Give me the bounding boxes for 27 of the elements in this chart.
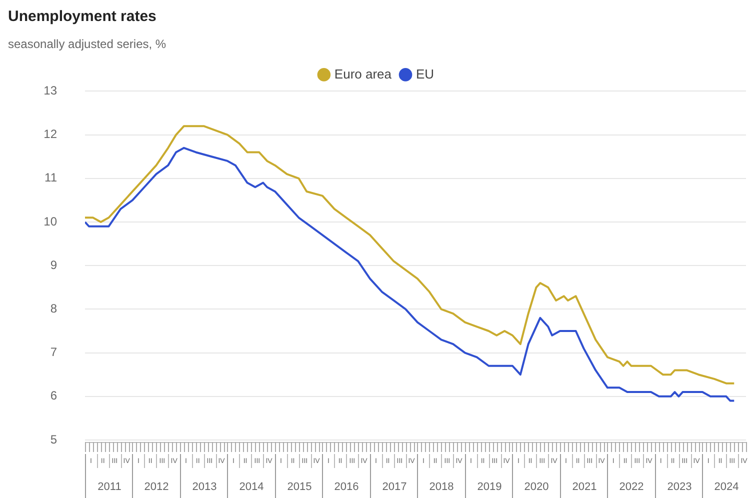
x-tick-label: 2011 [98,481,122,494]
x-tick-label: 2020 [524,481,549,494]
y-tick-label: 11 [44,170,58,185]
chart-title: Unemployment rates [8,8,156,25]
x-tick-label: 2024 [714,481,739,494]
x-tick-label: 2019 [477,481,502,494]
legend-label: EU [416,66,434,82]
y-tick-label: 8 [50,302,58,316]
x-tick-label: 2023 [667,481,692,494]
y-tick-label: 13 [44,84,58,98]
x-tick-label: 2017 [382,481,407,494]
x-tick-label: 2015 [287,481,312,494]
y-tick-label: 5 [50,432,58,446]
x-tick-label: 2016 [334,481,359,494]
y-tick-label: 9 [50,258,58,272]
x-tick-label: 2021 [572,481,597,494]
legend-label: Euro area [334,66,392,82]
y-tick-label: 10 [44,214,58,228]
y-tick-label: 7 [50,345,58,360]
y-tick-label: 6 [50,388,58,403]
x-tick-label: 2013 [192,481,217,494]
x-tick-label: 2022 [619,481,644,494]
y-tick-label: 12 [44,127,58,142]
x-tick-label: 2014 [239,481,264,494]
x-tick-label: 2012 [144,481,169,494]
chart-subtitle: seasonally adjusted series, % [8,37,166,51]
x-tick-label: 2018 [429,481,454,494]
